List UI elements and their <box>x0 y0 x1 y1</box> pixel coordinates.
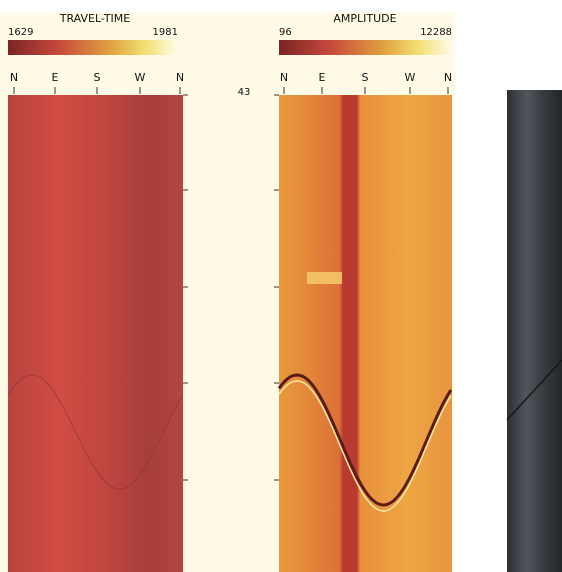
travel-time-image <box>8 95 183 572</box>
amplitude-title: AMPLITUDE <box>333 12 396 25</box>
travel-time-colorbar <box>8 40 178 55</box>
travel-time-min: 1629 <box>8 27 33 38</box>
compass-label: E <box>319 71 326 84</box>
depth-label: 43 <box>238 87 251 98</box>
travel-time-max: 1981 <box>153 27 178 38</box>
compass-label: E <box>52 71 59 84</box>
compass-label: W <box>135 71 146 84</box>
amplitude-image <box>279 95 452 572</box>
amplitude-colorbar <box>279 40 452 55</box>
log-display: TRAVEL-TIME 1629 1981 43 AMPLITUDE 96 12… <box>0 0 562 572</box>
compass-label: S <box>94 71 101 84</box>
compass-label: S <box>362 71 369 84</box>
compass-label: N <box>444 71 452 84</box>
compass-label: N <box>10 71 18 84</box>
amplitude-min: 96 <box>279 27 292 38</box>
core-image <box>507 90 562 572</box>
travel-time-title: TRAVEL-TIME <box>59 12 131 25</box>
compass-label: W <box>405 71 416 84</box>
amplitude-max: 12288 <box>420 27 452 38</box>
compass-label: N <box>176 71 184 84</box>
amplitude-feature <box>307 272 342 284</box>
compass-label: N <box>280 71 288 84</box>
